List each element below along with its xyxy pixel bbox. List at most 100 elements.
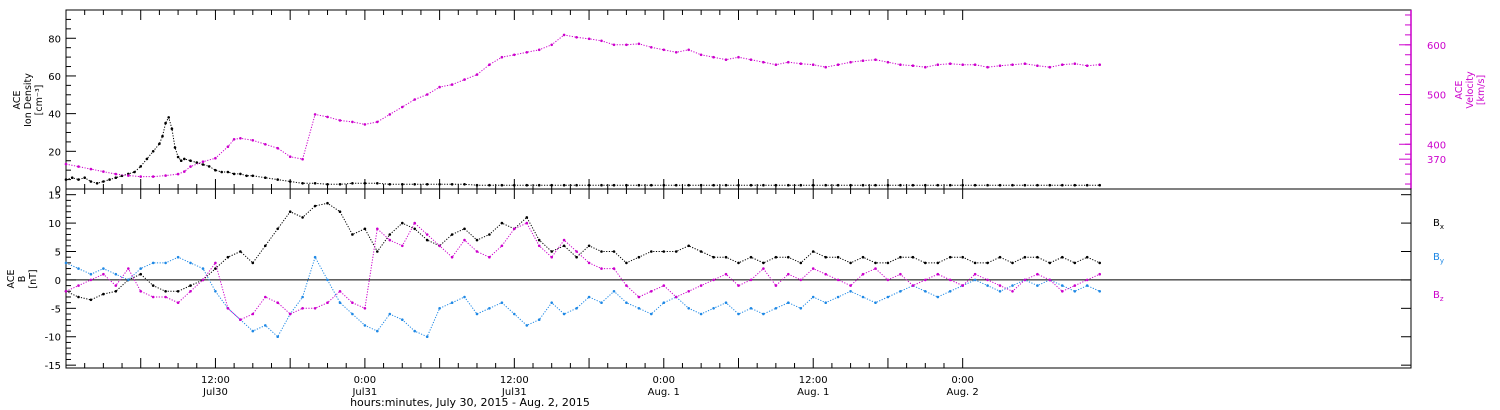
data-point bbox=[214, 168, 217, 172]
data-point bbox=[936, 261, 940, 265]
data-point bbox=[762, 183, 765, 187]
data-point bbox=[151, 295, 155, 299]
data-point bbox=[886, 295, 890, 299]
data-point bbox=[475, 312, 479, 316]
data-point bbox=[89, 180, 93, 183]
series-line bbox=[65, 222, 1100, 321]
data-point bbox=[301, 182, 304, 185]
data-point bbox=[363, 227, 367, 231]
data-point bbox=[450, 301, 454, 305]
data-point bbox=[674, 295, 678, 299]
data-point bbox=[276, 146, 280, 150]
data-point bbox=[226, 307, 230, 310]
data-point bbox=[114, 272, 118, 276]
data-point bbox=[164, 174, 167, 177]
data-point bbox=[600, 39, 603, 43]
density-series bbox=[64, 116, 1101, 187]
data-point bbox=[301, 307, 304, 310]
by-series bbox=[64, 255, 1101, 339]
data-point bbox=[179, 159, 183, 162]
data-point bbox=[220, 170, 223, 174]
data-point bbox=[425, 233, 429, 236]
data-point bbox=[749, 183, 753, 187]
data-point bbox=[475, 238, 479, 242]
data-point bbox=[133, 170, 136, 174]
data-point bbox=[861, 295, 865, 299]
data-point bbox=[376, 227, 379, 231]
data-point bbox=[799, 278, 803, 282]
data-point bbox=[724, 272, 728, 276]
data-point bbox=[251, 174, 255, 178]
data-point bbox=[525, 324, 529, 327]
data-point bbox=[425, 238, 429, 242]
data-point bbox=[612, 43, 616, 47]
density-tick-label: 0 bbox=[55, 185, 61, 196]
data-point bbox=[89, 298, 93, 302]
data-point bbox=[662, 301, 666, 305]
data-point bbox=[961, 63, 964, 66]
data-point bbox=[450, 183, 454, 186]
data-point bbox=[232, 172, 236, 176]
data-point bbox=[986, 65, 989, 69]
data-point bbox=[762, 267, 765, 270]
data-point bbox=[861, 59, 865, 62]
x-tick-time: 12:00 bbox=[799, 375, 828, 386]
data-point bbox=[1098, 261, 1101, 265]
data-point bbox=[537, 48, 541, 52]
data-point bbox=[799, 183, 803, 187]
data-point bbox=[438, 307, 441, 310]
data-point bbox=[986, 183, 989, 187]
data-point bbox=[911, 64, 915, 67]
data-point bbox=[413, 221, 417, 225]
data-point bbox=[401, 244, 404, 248]
data-point bbox=[562, 312, 566, 316]
data-point bbox=[425, 93, 429, 96]
data-point bbox=[176, 290, 180, 293]
data-point bbox=[1061, 290, 1064, 293]
legend-entry-y: By bbox=[1433, 252, 1444, 265]
b-tick-label: 15 bbox=[48, 191, 61, 202]
legend-subscript: z bbox=[1440, 295, 1444, 303]
data-point bbox=[102, 267, 105, 270]
data-point bbox=[874, 267, 877, 270]
data-point bbox=[438, 85, 441, 89]
data-point bbox=[662, 250, 666, 253]
data-point bbox=[89, 278, 93, 282]
data-point bbox=[264, 143, 267, 146]
data-point bbox=[214, 261, 217, 265]
data-point bbox=[363, 307, 367, 310]
data-point bbox=[164, 290, 167, 293]
data-point bbox=[799, 261, 803, 265]
data-point bbox=[338, 119, 342, 122]
data-point bbox=[189, 290, 192, 293]
data-point bbox=[488, 255, 491, 259]
data-point bbox=[836, 255, 840, 259]
data-point bbox=[562, 33, 566, 37]
data-point bbox=[712, 255, 715, 259]
data-point bbox=[874, 301, 877, 305]
data-point bbox=[438, 244, 441, 248]
data-point bbox=[77, 165, 80, 168]
data-point bbox=[625, 284, 628, 287]
data-point bbox=[276, 227, 280, 231]
data-point bbox=[1048, 261, 1052, 265]
density-tick-label: 80 bbox=[48, 34, 61, 45]
legend-entry-z: Bz bbox=[1433, 290, 1444, 303]
data-point bbox=[475, 250, 479, 253]
data-point bbox=[687, 307, 690, 310]
data-point bbox=[114, 172, 118, 176]
data-point bbox=[500, 221, 504, 225]
data-point bbox=[77, 295, 80, 299]
data-point bbox=[948, 183, 952, 187]
data-point bbox=[251, 329, 255, 333]
b-tick-label: 10 bbox=[48, 219, 61, 230]
data-point bbox=[899, 290, 902, 293]
data-point bbox=[724, 183, 728, 187]
data-point bbox=[463, 238, 466, 242]
data-point bbox=[276, 301, 280, 305]
data-point bbox=[749, 255, 753, 259]
data-point bbox=[986, 284, 989, 287]
data-point bbox=[973, 261, 977, 265]
data-point bbox=[787, 60, 790, 64]
data-point bbox=[998, 64, 1002, 67]
